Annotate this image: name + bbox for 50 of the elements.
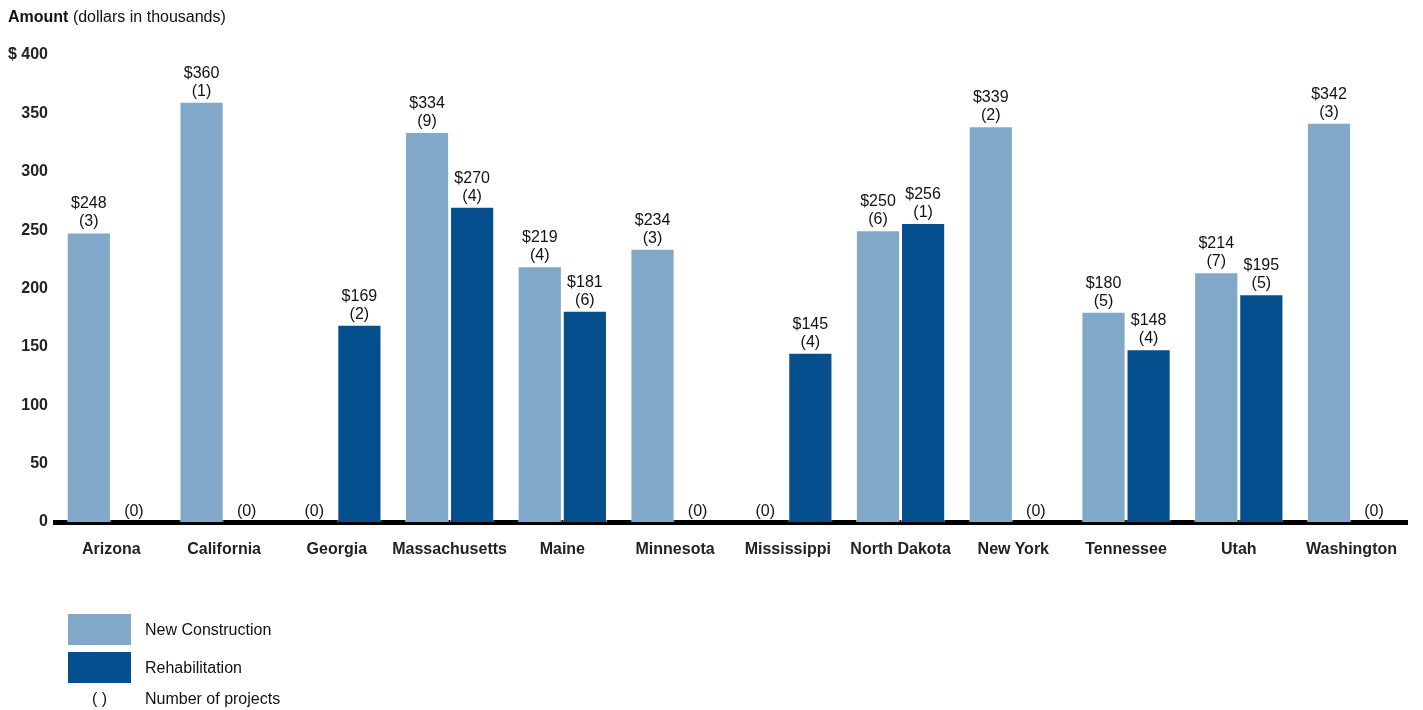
text: (0) bbox=[236, 502, 257, 519]
y-tick-label: 200 bbox=[21, 278, 49, 296]
legend-label: New Construction bbox=[145, 620, 272, 639]
data-label: $334 (9) bbox=[409, 94, 445, 130]
x-tick-label: North Dakota bbox=[850, 540, 951, 558]
x-tick-label: Arizona bbox=[82, 540, 141, 558]
data-label: $339 (2) bbox=[972, 88, 1009, 124]
y-tick-label: 0 bbox=[39, 512, 49, 530]
text: Number of projects bbox=[145, 690, 281, 708]
text: ( ) bbox=[90, 690, 109, 708]
x-tick-label: Washington bbox=[1306, 540, 1397, 558]
x-tick-label: Minnesota bbox=[635, 540, 715, 558]
text: (0) bbox=[1026, 502, 1046, 519]
data-label: $270 (4) bbox=[454, 168, 491, 204]
data-label: $342 (3) bbox=[1311, 84, 1347, 120]
x-tick-label: New York bbox=[977, 540, 1050, 558]
data-label: $169 (2) bbox=[341, 286, 378, 322]
data-label: $195 (5) bbox=[1243, 256, 1280, 292]
x-tick-label: Maine bbox=[539, 540, 586, 558]
data-label: $181 (6) bbox=[567, 272, 603, 308]
text: (0) bbox=[304, 502, 325, 519]
y-tick-label: 300 bbox=[21, 162, 49, 180]
data-label: $248 (3) bbox=[71, 194, 107, 230]
data-label: $214 (7) bbox=[1198, 234, 1235, 270]
y-tick-label: 50 bbox=[30, 454, 49, 472]
x-tick-label: Utah bbox=[1221, 540, 1257, 558]
x-tick-label: Tennessee bbox=[1085, 540, 1167, 558]
text: (0) bbox=[755, 502, 776, 519]
text: (0) bbox=[687, 502, 708, 519]
y-tick-label: 250 bbox=[21, 220, 49, 238]
data-label: $219 (4) bbox=[521, 228, 558, 264]
data-label: $180 (5) bbox=[1085, 273, 1122, 309]
y-tick-label: 100 bbox=[21, 395, 49, 413]
x-tick-label: Massachusetts bbox=[392, 540, 508, 558]
text: (0) bbox=[124, 502, 144, 519]
y-tick-label: 150 bbox=[21, 337, 49, 355]
data-label: $148 (4) bbox=[1130, 311, 1167, 347]
y-axis-title: Amount (dollars in thousands) bbox=[8, 8, 226, 26]
y-tick-label: $ 400 bbox=[7, 45, 49, 63]
x-tick-label: Georgia bbox=[306, 540, 368, 558]
data-label: $145 (4) bbox=[792, 314, 829, 350]
x-tick-label: California bbox=[187, 540, 262, 558]
y-tick-label: 350 bbox=[21, 103, 49, 121]
data-label: $234 (3) bbox=[634, 210, 671, 246]
text: (0) bbox=[1364, 502, 1384, 519]
data-label: $250 (6) bbox=[860, 192, 896, 228]
legend-label: Rehabilitation bbox=[145, 658, 242, 677]
data-label: $256 (1) bbox=[905, 185, 942, 221]
x-tick-label: Mississippi bbox=[744, 540, 831, 558]
data-label: $360 (1) bbox=[183, 63, 220, 99]
